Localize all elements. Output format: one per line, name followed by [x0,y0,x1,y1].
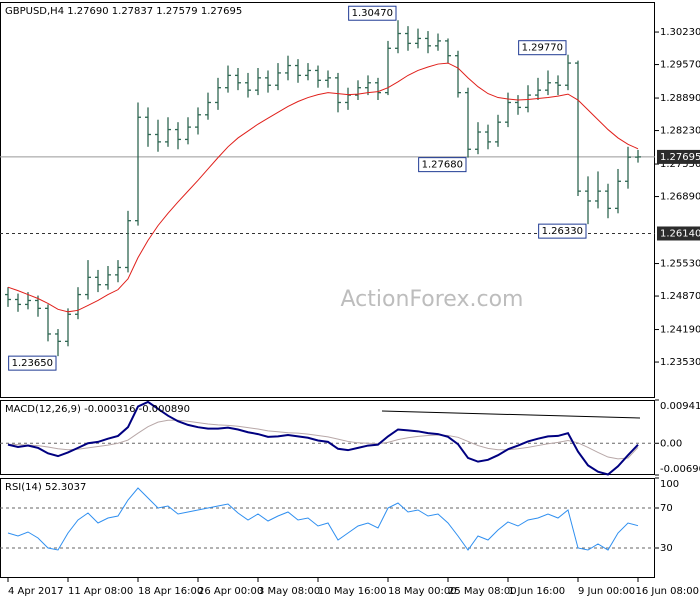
x-tick-label: 25 May 08:00 [448,586,517,597]
y-tick-label: 100 [660,479,679,490]
y-tick-label: 70 [660,503,673,514]
y-tick-label: 1.24190 [660,325,700,336]
x-tick-label: 9 Jun 00:00 [578,586,635,597]
price-label-text: 1.23650 [12,358,53,369]
price-label-box [518,40,567,56]
y-tick-label: 1.28230 [660,126,700,137]
panel-frame [0,478,655,578]
y-tick-label: 1.26890 [660,192,700,203]
x-tick-label: 18 Apr 16:00 [138,586,203,597]
watermark: ActionForex.com [341,287,524,312]
y-tick-label: 1.24870 [660,291,700,302]
panel-frame [0,2,655,398]
price-label: 1.29770 [518,40,567,56]
y-tick-label: 1.28890 [660,93,700,104]
y-tick-label: 1.30230 [660,27,700,38]
x-tick-label: 11 Apr 08:00 [68,586,133,597]
panel-title: MACD(12,26,9) -0.000316 -0.000890 [5,404,190,415]
panel-title: RSI(14) 52.3037 [5,482,86,493]
price-label-box [348,5,397,21]
price-level-box [657,149,700,164]
price-label-text: 1.26330 [542,226,583,237]
price-level-label: 1.26140 [660,228,700,239]
price-label-text: 1.30470 [352,8,393,19]
panel-title: GBPUSD,H4 1.27690 1.27837 1.27579 1.2769… [5,6,242,17]
x-tick-label: 10 May 16:00 [318,586,387,597]
price-label-text: 1.29770 [522,43,563,54]
y-tick-label: 0.00 [660,438,682,449]
price-label-box [8,355,57,371]
y-tick-label: 30 [660,543,673,554]
y-tick-label: 1.23530 [660,357,700,368]
price-label: 1.26330 [538,223,587,239]
x-tick-label: 16 Jun 08:00 [635,586,699,597]
price-label-text: 1.27680 [422,160,463,171]
y-tick-label: 1.27550 [660,159,700,170]
signal-line [7,419,639,460]
macd-trendline [381,410,641,419]
price-label-box [418,157,467,173]
price-label-box [538,223,587,239]
x-tick-label: 1 Jun 16:00 [508,586,565,597]
rsi-line [7,487,639,551]
x-tick-label: 4 Apr 2017 [8,586,63,597]
moving-average [7,62,639,313]
price-level-label: 1.27695 [660,152,700,163]
panel-frame [0,400,655,475]
y-tick-label: 0.009418 [660,401,700,412]
price-label: 1.23650 [8,355,57,371]
x-tick-label: 3 May 08:00 [258,586,320,597]
price-label: 1.27680 [418,157,467,173]
x-tick-label: 26 Apr 00:00 [198,586,263,597]
price-level-box [657,226,700,241]
y-tick-label: 1.25530 [660,259,700,270]
y-tick-label: -0.006906 [660,464,700,475]
macd-line [7,400,639,476]
y-tick-label: 1.29570 [660,60,700,71]
x-tick-label: 18 May 00:00 [388,586,457,597]
price-label: 1.30470 [348,5,397,21]
